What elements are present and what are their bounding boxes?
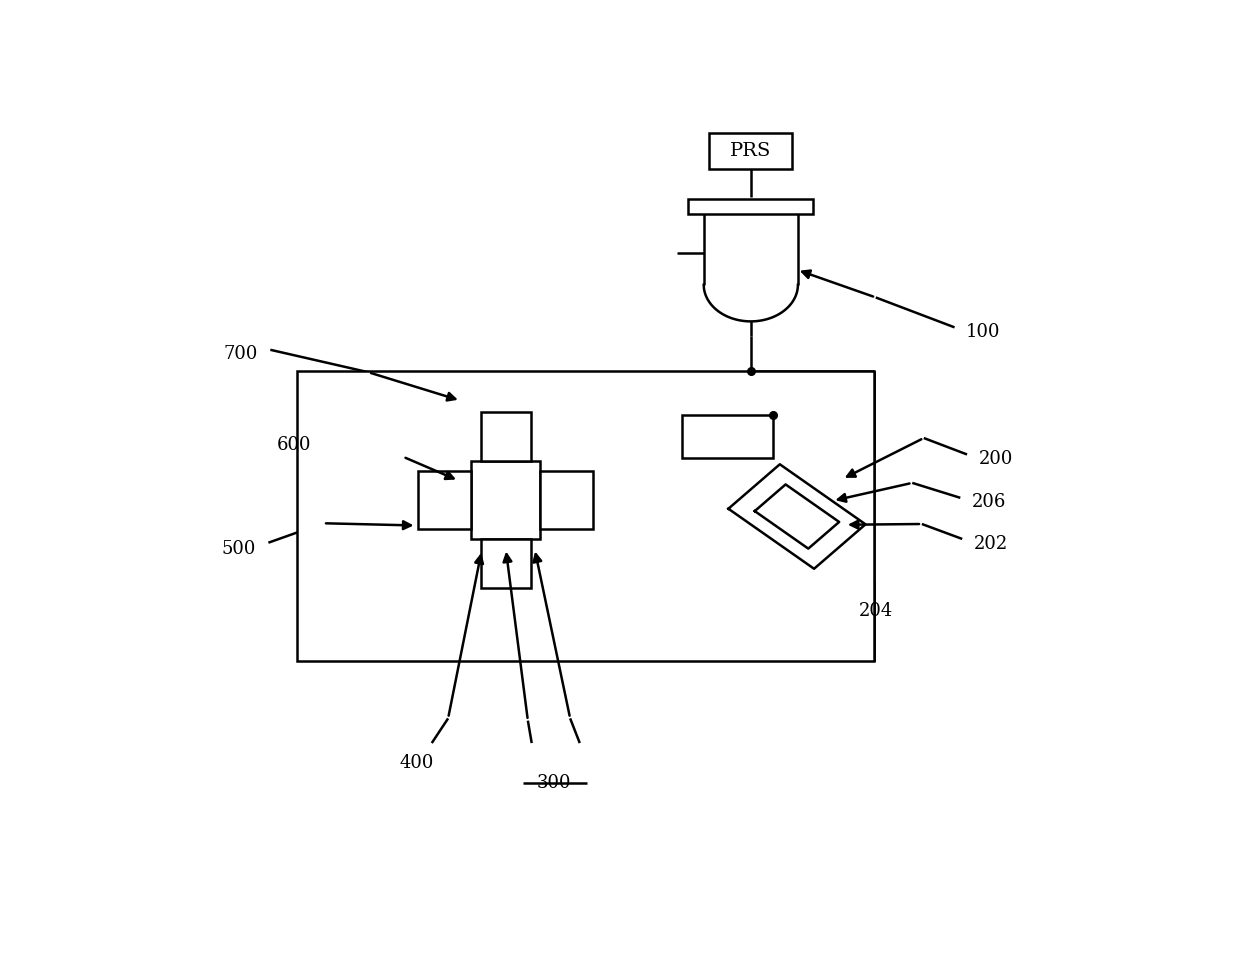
Text: 202: 202 (973, 535, 1008, 553)
Bar (682, 415, 773, 458)
Text: 204: 204 (858, 602, 893, 620)
Text: 500: 500 (222, 540, 255, 557)
Text: 300: 300 (537, 775, 572, 792)
Bar (688, 199, 813, 214)
Text: 400: 400 (399, 753, 434, 772)
Bar (298, 371, 874, 661)
Bar (481, 539, 531, 587)
Text: 600: 600 (278, 437, 311, 454)
Bar (541, 471, 593, 529)
Text: 206: 206 (972, 493, 1006, 512)
Text: 700: 700 (223, 346, 258, 363)
Bar (709, 133, 792, 169)
Bar (418, 471, 471, 529)
Bar (471, 461, 541, 539)
Text: 100: 100 (966, 322, 1001, 341)
Bar (481, 413, 531, 461)
Text: PRS: PRS (730, 142, 771, 160)
Text: 200: 200 (978, 450, 1013, 468)
